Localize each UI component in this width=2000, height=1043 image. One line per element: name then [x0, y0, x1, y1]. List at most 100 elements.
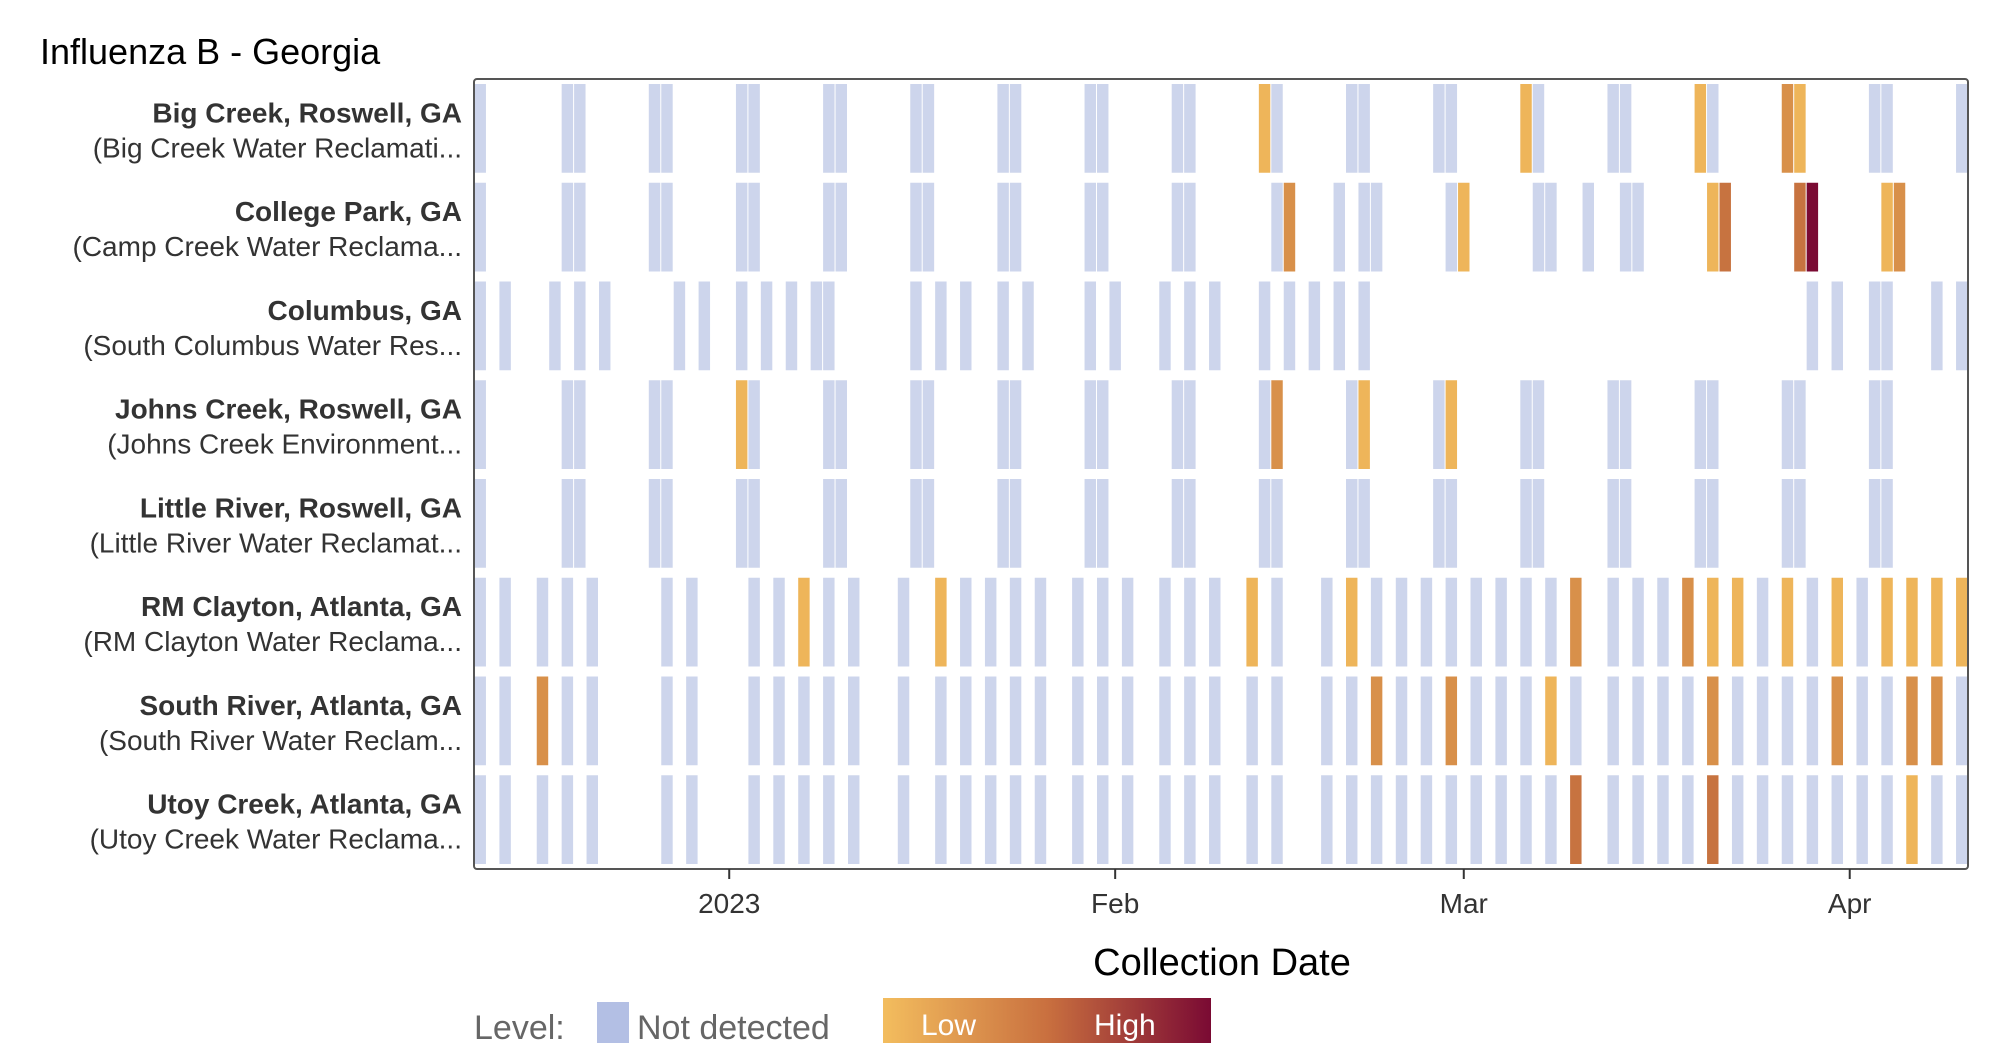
heatmap-cell-not-detected	[897, 775, 910, 864]
heatmap-cell-detected	[1707, 577, 1719, 667]
heatmap-cell-not-detected	[574, 84, 586, 173]
heatmap-cell-not-detected	[474, 676, 486, 766]
site-name-label: Columbus, GA	[268, 295, 462, 326]
heatmap-cell-not-detected	[1395, 676, 1408, 766]
heatmap-cell-not-detected	[823, 775, 835, 864]
heatmap-cell-detected	[1370, 676, 1383, 766]
heatmap-cell-not-detected	[1632, 775, 1644, 864]
heatmap-cell-not-detected	[1831, 775, 1843, 864]
x-axis: 2023 Feb Mar Apr	[698, 869, 1872, 919]
heatmap-cell-not-detected	[1097, 84, 1109, 173]
heatmap-cell-not-detected	[984, 577, 997, 667]
heatmap-cell-not-detected	[474, 380, 486, 469]
heatmap-cell-not-detected	[1333, 281, 1345, 371]
heatmap-cell-not-detected	[1868, 281, 1881, 371]
heatmap-cell-not-detected	[1881, 676, 1893, 766]
site-name-label: Utoy Creek, Atlanta, GA	[147, 789, 462, 820]
legend-low-label: Low	[921, 1009, 976, 1042]
heatmap-cell-not-detected	[561, 182, 574, 272]
heatmap-cell-not-detected	[984, 775, 997, 864]
heatmap-cell-not-detected	[1258, 380, 1271, 469]
heatmap-cell-not-detected	[1184, 182, 1196, 272]
heatmap-cell-not-detected	[798, 775, 810, 864]
site-name-label: Johns Creek, Roswell, GA	[115, 394, 462, 425]
heatmap-cell-detected	[1794, 84, 1806, 173]
heatmap-cell-not-detected	[922, 84, 935, 173]
heatmap-cell-not-detected	[760, 281, 773, 371]
heatmap-cell-detected	[735, 380, 748, 469]
heatmap-cell-not-detected	[1209, 281, 1221, 371]
heatmap-cell-not-detected	[1321, 676, 1333, 766]
heatmap-cell-not-detected	[1171, 479, 1184, 568]
heatmap-cell-not-detected	[1570, 676, 1582, 766]
heatmap-cell-not-detected	[1370, 182, 1383, 272]
heatmap-cell-not-detected	[1607, 775, 1619, 864]
heatmap-cell-not-detected	[1333, 182, 1345, 272]
heatmap-cell-not-detected	[561, 577, 574, 667]
heatmap-cell-detected	[1881, 577, 1893, 667]
heatmap-cell-not-detected	[1433, 380, 1445, 469]
heatmap-cell-not-detected	[1271, 84, 1283, 173]
heatmap-cell-not-detected	[1781, 380, 1794, 469]
heatmap-cell-not-detected	[960, 577, 972, 667]
heatmap-cell-not-detected	[1358, 479, 1370, 568]
heatmap-cell-not-detected	[1632, 577, 1644, 667]
heatmap-cell-not-detected	[574, 182, 586, 272]
heatmap-cell-not-detected	[1756, 775, 1769, 864]
heatmap-cell-not-detected	[1868, 84, 1881, 173]
heatmap-cell-not-detected	[1271, 182, 1283, 272]
heatmap-cell-not-detected	[1159, 676, 1171, 766]
heatmap-cell-not-detected	[1856, 676, 1868, 766]
heatmap-cell-not-detected	[1271, 577, 1283, 667]
heatmap-cell-not-detected	[823, 182, 835, 272]
heatmap-cell-not-detected	[997, 380, 1009, 469]
legend-not-detected-swatch	[597, 1002, 629, 1043]
heatmap-cell-not-detected	[1009, 775, 1022, 864]
site-name-label: South River, Atlanta, GA	[139, 690, 462, 721]
site-plant-label: (Utoy Creek Water Reclama...	[90, 824, 462, 855]
heatmap-cell-not-detected	[1009, 182, 1022, 272]
heatmap-cell-detected	[1545, 676, 1557, 766]
heatmap-cell-not-detected	[1607, 479, 1619, 568]
chart-title: Influenza B - Georgia	[40, 31, 381, 72]
heatmap-cell-detected	[1346, 577, 1358, 667]
heatmap-cell-not-detected	[574, 281, 586, 371]
heatmap-cell-not-detected	[1470, 577, 1482, 667]
heatmap-cell-not-detected	[835, 182, 847, 272]
heatmap-cell-not-detected	[1707, 84, 1719, 173]
x-axis-title: Collection Date	[1093, 942, 1351, 984]
heatmap-cell-not-detected	[1121, 676, 1134, 766]
heatmap-cell-not-detected	[835, 84, 847, 173]
heatmap-cell-not-detected	[1532, 380, 1545, 469]
heatmap-cell-not-detected	[1121, 577, 1134, 667]
heatmap-cell-not-detected	[960, 775, 972, 864]
heatmap-cell-detected	[1781, 577, 1794, 667]
legend-label: Level:	[474, 1009, 565, 1043]
heatmap-cell-not-detected	[1022, 281, 1034, 371]
heatmap-cell-not-detected	[1956, 281, 1968, 371]
heatmap-cell-detected	[1731, 577, 1744, 667]
heatmap-cell-not-detected	[1881, 281, 1893, 371]
heatmap-cell-not-detected	[1682, 676, 1694, 766]
site-plant-label: (Johns Creek Environment...	[107, 429, 462, 460]
heatmap-cell-not-detected	[1271, 676, 1283, 766]
heatmap-cell-not-detected	[499, 577, 511, 667]
heatmap-cell-not-detected	[997, 182, 1009, 272]
heatmap-cell-not-detected	[561, 479, 574, 568]
heatmap-cell-detected	[1707, 182, 1719, 272]
heatmap-cell-not-detected	[661, 182, 673, 272]
heatmap-cell-not-detected	[1545, 182, 1557, 272]
heatmap-cell-detected	[1831, 577, 1843, 667]
heatmap-cell-not-detected	[1445, 84, 1458, 173]
heatmap-cell-not-detected	[1209, 775, 1221, 864]
heatmap-cell-not-detected	[686, 676, 698, 766]
heatmap-cell-not-detected	[1184, 84, 1196, 173]
heatmap-cell-not-detected	[561, 84, 574, 173]
heatmap-cell-detected	[1445, 380, 1458, 469]
heatmap-cell-detected	[1719, 182, 1731, 272]
heatmap-cell-not-detected	[823, 281, 835, 371]
heatmap-cell-not-detected	[586, 577, 598, 667]
heatmap-cell-not-detected	[1619, 380, 1632, 469]
heatmap-cell-not-detected	[735, 281, 748, 371]
heatmap-cell-not-detected	[748, 84, 760, 173]
